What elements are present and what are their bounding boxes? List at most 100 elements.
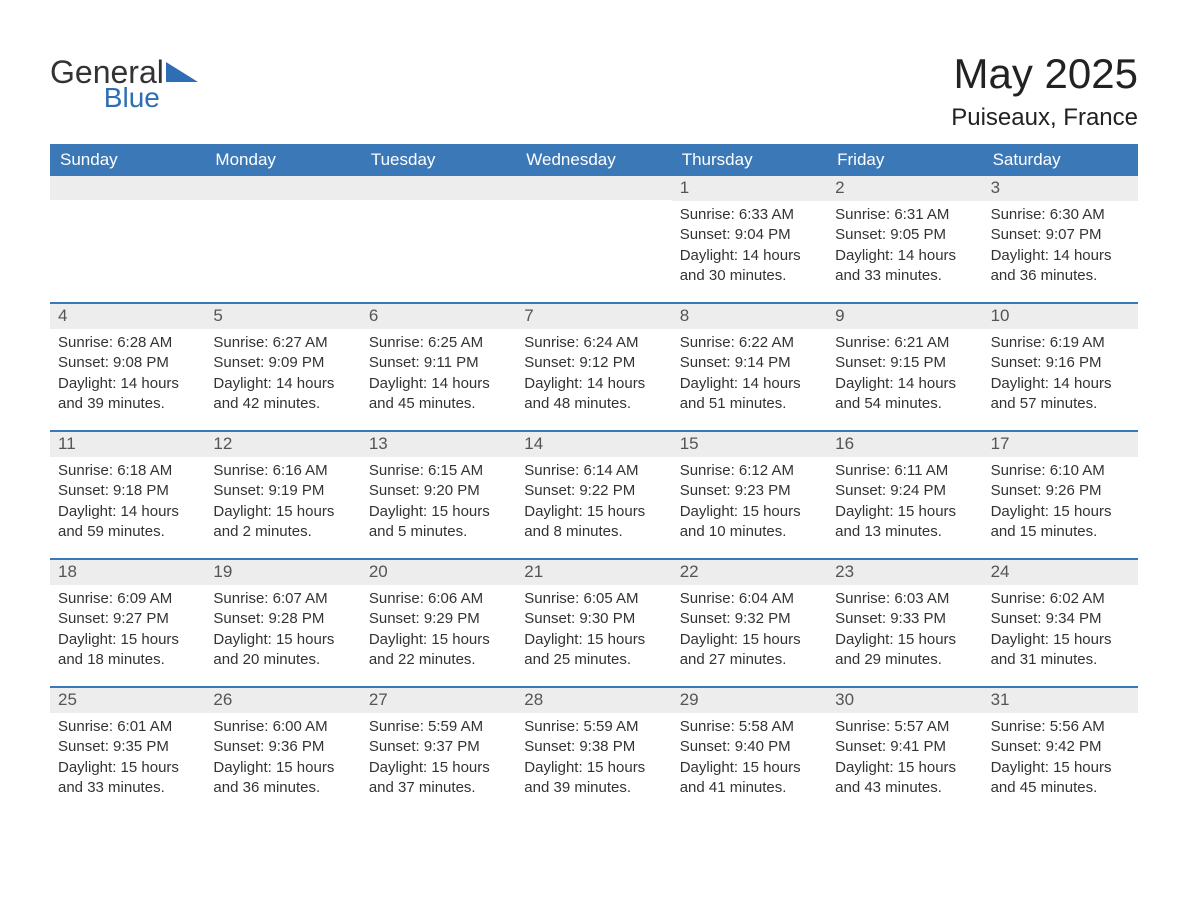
day-cell: 26Sunrise: 6:00 AMSunset: 9:36 PMDayligh… xyxy=(205,688,360,814)
day-cell: 30Sunrise: 5:57 AMSunset: 9:41 PMDayligh… xyxy=(827,688,982,814)
sunrise-value: 6:33 AM xyxy=(739,206,794,223)
daylight-prefix: Daylight: xyxy=(680,759,743,776)
sunrise-line: Sunrise: 6:03 AM xyxy=(835,589,974,609)
daylight-line: Daylight: 15 hours and 41 minutes. xyxy=(680,758,819,799)
sunset-prefix: Sunset: xyxy=(58,482,113,499)
sunrise-value: 5:59 AM xyxy=(428,718,483,735)
sunset-prefix: Sunset: xyxy=(991,610,1046,627)
calendar: SundayMondayTuesdayWednesdayThursdayFrid… xyxy=(50,144,1138,814)
daylight-line: Daylight: 15 hours and 15 minutes. xyxy=(991,502,1130,543)
sunrise-line: Sunrise: 6:14 AM xyxy=(524,461,663,481)
day-body: Sunrise: 6:19 AMSunset: 9:16 PMDaylight:… xyxy=(983,329,1138,420)
daylight-line: Daylight: 14 hours and 57 minutes. xyxy=(991,374,1130,415)
sunrise-prefix: Sunrise: xyxy=(835,590,894,607)
sunset-value: 9:42 PM xyxy=(1046,738,1102,755)
daylight-line: Daylight: 14 hours and 36 minutes. xyxy=(991,246,1130,287)
day-cell: 25Sunrise: 6:01 AMSunset: 9:35 PMDayligh… xyxy=(50,688,205,814)
day-body: Sunrise: 6:16 AMSunset: 9:19 PMDaylight:… xyxy=(205,457,360,548)
sunset-value: 9:38 PM xyxy=(579,738,635,755)
daylight-line: Daylight: 15 hours and 10 minutes. xyxy=(680,502,819,543)
day-number: 30 xyxy=(827,688,982,713)
empty-day-bar xyxy=(361,176,516,200)
sunset-line: Sunset: 9:35 PM xyxy=(58,737,197,757)
day-number: 28 xyxy=(516,688,671,713)
sunset-value: 9:04 PM xyxy=(735,226,791,243)
day-cell: 21Sunrise: 6:05 AMSunset: 9:30 PMDayligh… xyxy=(516,560,671,686)
title-block: May 2025 Puiseaux, France xyxy=(951,50,1138,132)
sunrise-value: 6:11 AM xyxy=(894,462,948,479)
day-cell: 1 Sunrise: 6:33 AMSunset: 9:04 PM Daylight… xyxy=(672,176,827,302)
sunset-value: 9:18 PM xyxy=(113,482,169,499)
sunset-value: 9:41 PM xyxy=(890,738,946,755)
sunrise-value: 6:30 AM xyxy=(1050,206,1105,223)
sunrise-line: Sunrise: 6:10 AM xyxy=(991,461,1130,481)
sunset-prefix: Sunset: xyxy=(680,226,735,243)
sunset-prefix: Sunset: xyxy=(369,354,424,371)
week-row: 18Sunrise: 6:09 AMSunset: 9:27 PMDayligh… xyxy=(50,558,1138,686)
sunset-prefix: Sunset: xyxy=(524,610,579,627)
day-number: 8 xyxy=(672,304,827,329)
day-body: Sunrise: 6:28 AMSunset: 9:08 PMDaylight:… xyxy=(50,329,205,420)
location-label: Puiseaux, France xyxy=(951,104,1138,132)
empty-day-bar xyxy=(205,176,360,200)
daylight-prefix: Daylight: xyxy=(680,247,743,264)
sunset-prefix: Sunset: xyxy=(991,226,1046,243)
sunset-prefix: Sunset: xyxy=(58,738,113,755)
day-number: 1 xyxy=(672,176,827,201)
daylight-line: Daylight: 15 hours and 29 minutes. xyxy=(835,630,974,671)
day-body: Sunrise: 6:09 AMSunset: 9:27 PMDaylight:… xyxy=(50,585,205,676)
daylight-line: Daylight: 14 hours and 33 minutes. xyxy=(835,246,974,287)
day-number: 6 xyxy=(361,304,516,329)
sunset-prefix: Sunset: xyxy=(213,610,268,627)
sunrise-value: 5:56 AM xyxy=(1050,718,1105,735)
daylight-prefix: Daylight: xyxy=(213,503,276,520)
sunset-prefix: Sunset: xyxy=(369,482,424,499)
sunset-prefix: Sunset: xyxy=(524,738,579,755)
sunrise-line: Sunrise: 5:57 AM xyxy=(835,717,974,737)
sunset-prefix: Sunset: xyxy=(680,610,735,627)
sunrise-value: 6:09 AM xyxy=(117,590,172,607)
day-cell: 2Sunrise: 6:31 AMSunset: 9:05 PMDaylight… xyxy=(827,176,982,302)
sunrise-prefix: Sunrise: xyxy=(680,206,739,223)
day-body: Sunrise: 6:33 AMSunset: 9:04 PM Daylight:… xyxy=(672,201,827,292)
sunrise-prefix: Sunrise: xyxy=(369,718,428,735)
sunrise-prefix: Sunrise: xyxy=(524,462,583,479)
daylight-line: Daylight: 15 hours and 8 minutes. xyxy=(524,502,663,543)
day-body: Sunrise: 6:24 AMSunset: 9:12 PMDaylight:… xyxy=(516,329,671,420)
sunset-line: Sunset: 9:11 PM xyxy=(369,353,508,373)
day-number: 29 xyxy=(672,688,827,713)
sunrise-line: Sunrise: 6:05 AM xyxy=(524,589,663,609)
sunset-line: Sunset: 9:18 PM xyxy=(58,481,197,501)
day-number: 10 xyxy=(983,304,1138,329)
header: General Blue May 2025 Puiseaux, France xyxy=(50,50,1138,132)
daylight-prefix: Daylight: xyxy=(369,375,432,392)
day-body: Sunrise: 6:14 AMSunset: 9:22 PMDaylight:… xyxy=(516,457,671,548)
calendar-body: 1Sunrise: 6:33 AMSunset: 9:04 PMDaylight… xyxy=(50,176,1138,814)
daylight-line: Daylight: 15 hours and 25 minutes. xyxy=(524,630,663,671)
day-cell: 5Sunrise: 6:27 AMSunset: 9:09 PMDaylight… xyxy=(205,304,360,430)
day-number: 16 xyxy=(827,432,982,457)
sunrise-value: 6:15 AM xyxy=(428,462,483,479)
daylight-prefix: Daylight: xyxy=(991,247,1054,264)
sunrise-line: Sunrise: 6:19 AM xyxy=(991,333,1130,353)
sunrise-line: Sunrise: 5:58 AM xyxy=(680,717,819,737)
daylight-line: Daylight: 15 hours and 31 minutes. xyxy=(991,630,1130,671)
sunrise-prefix: Sunrise: xyxy=(369,462,428,479)
sunrise-prefix: Sunrise: xyxy=(58,334,117,351)
sunset-line: Sunset: 9:38 PM xyxy=(524,737,663,757)
daylight-prefix: Daylight: xyxy=(991,631,1054,648)
sunset-value: 9:37 PM xyxy=(424,738,480,755)
sunrise-line: Sunrise: 6:33 AM xyxy=(680,205,819,225)
sunset-line: Sunset: 9:33 PM xyxy=(835,609,974,629)
empty-cell xyxy=(50,176,205,302)
day-body: Sunrise: 6:18 AMSunset: 9:18 PMDaylight:… xyxy=(50,457,205,548)
logo-word-blue: Blue xyxy=(50,84,164,112)
day-body: Sunrise: 6:04 AMSunset: 9:32 PMDaylight:… xyxy=(672,585,827,676)
sunrise-value: 6:16 AM xyxy=(273,462,328,479)
daylight-prefix: Daylight: xyxy=(680,503,743,520)
daylight-prefix: Daylight: xyxy=(835,375,898,392)
sunrise-line: Sunrise: 5:59 AM xyxy=(369,717,508,737)
sunset-prefix: Sunset: xyxy=(835,226,890,243)
sunrise-line: Sunrise: 6:24 AM xyxy=(524,333,663,353)
sunset-line: Sunset: 9:14 PM xyxy=(680,353,819,373)
